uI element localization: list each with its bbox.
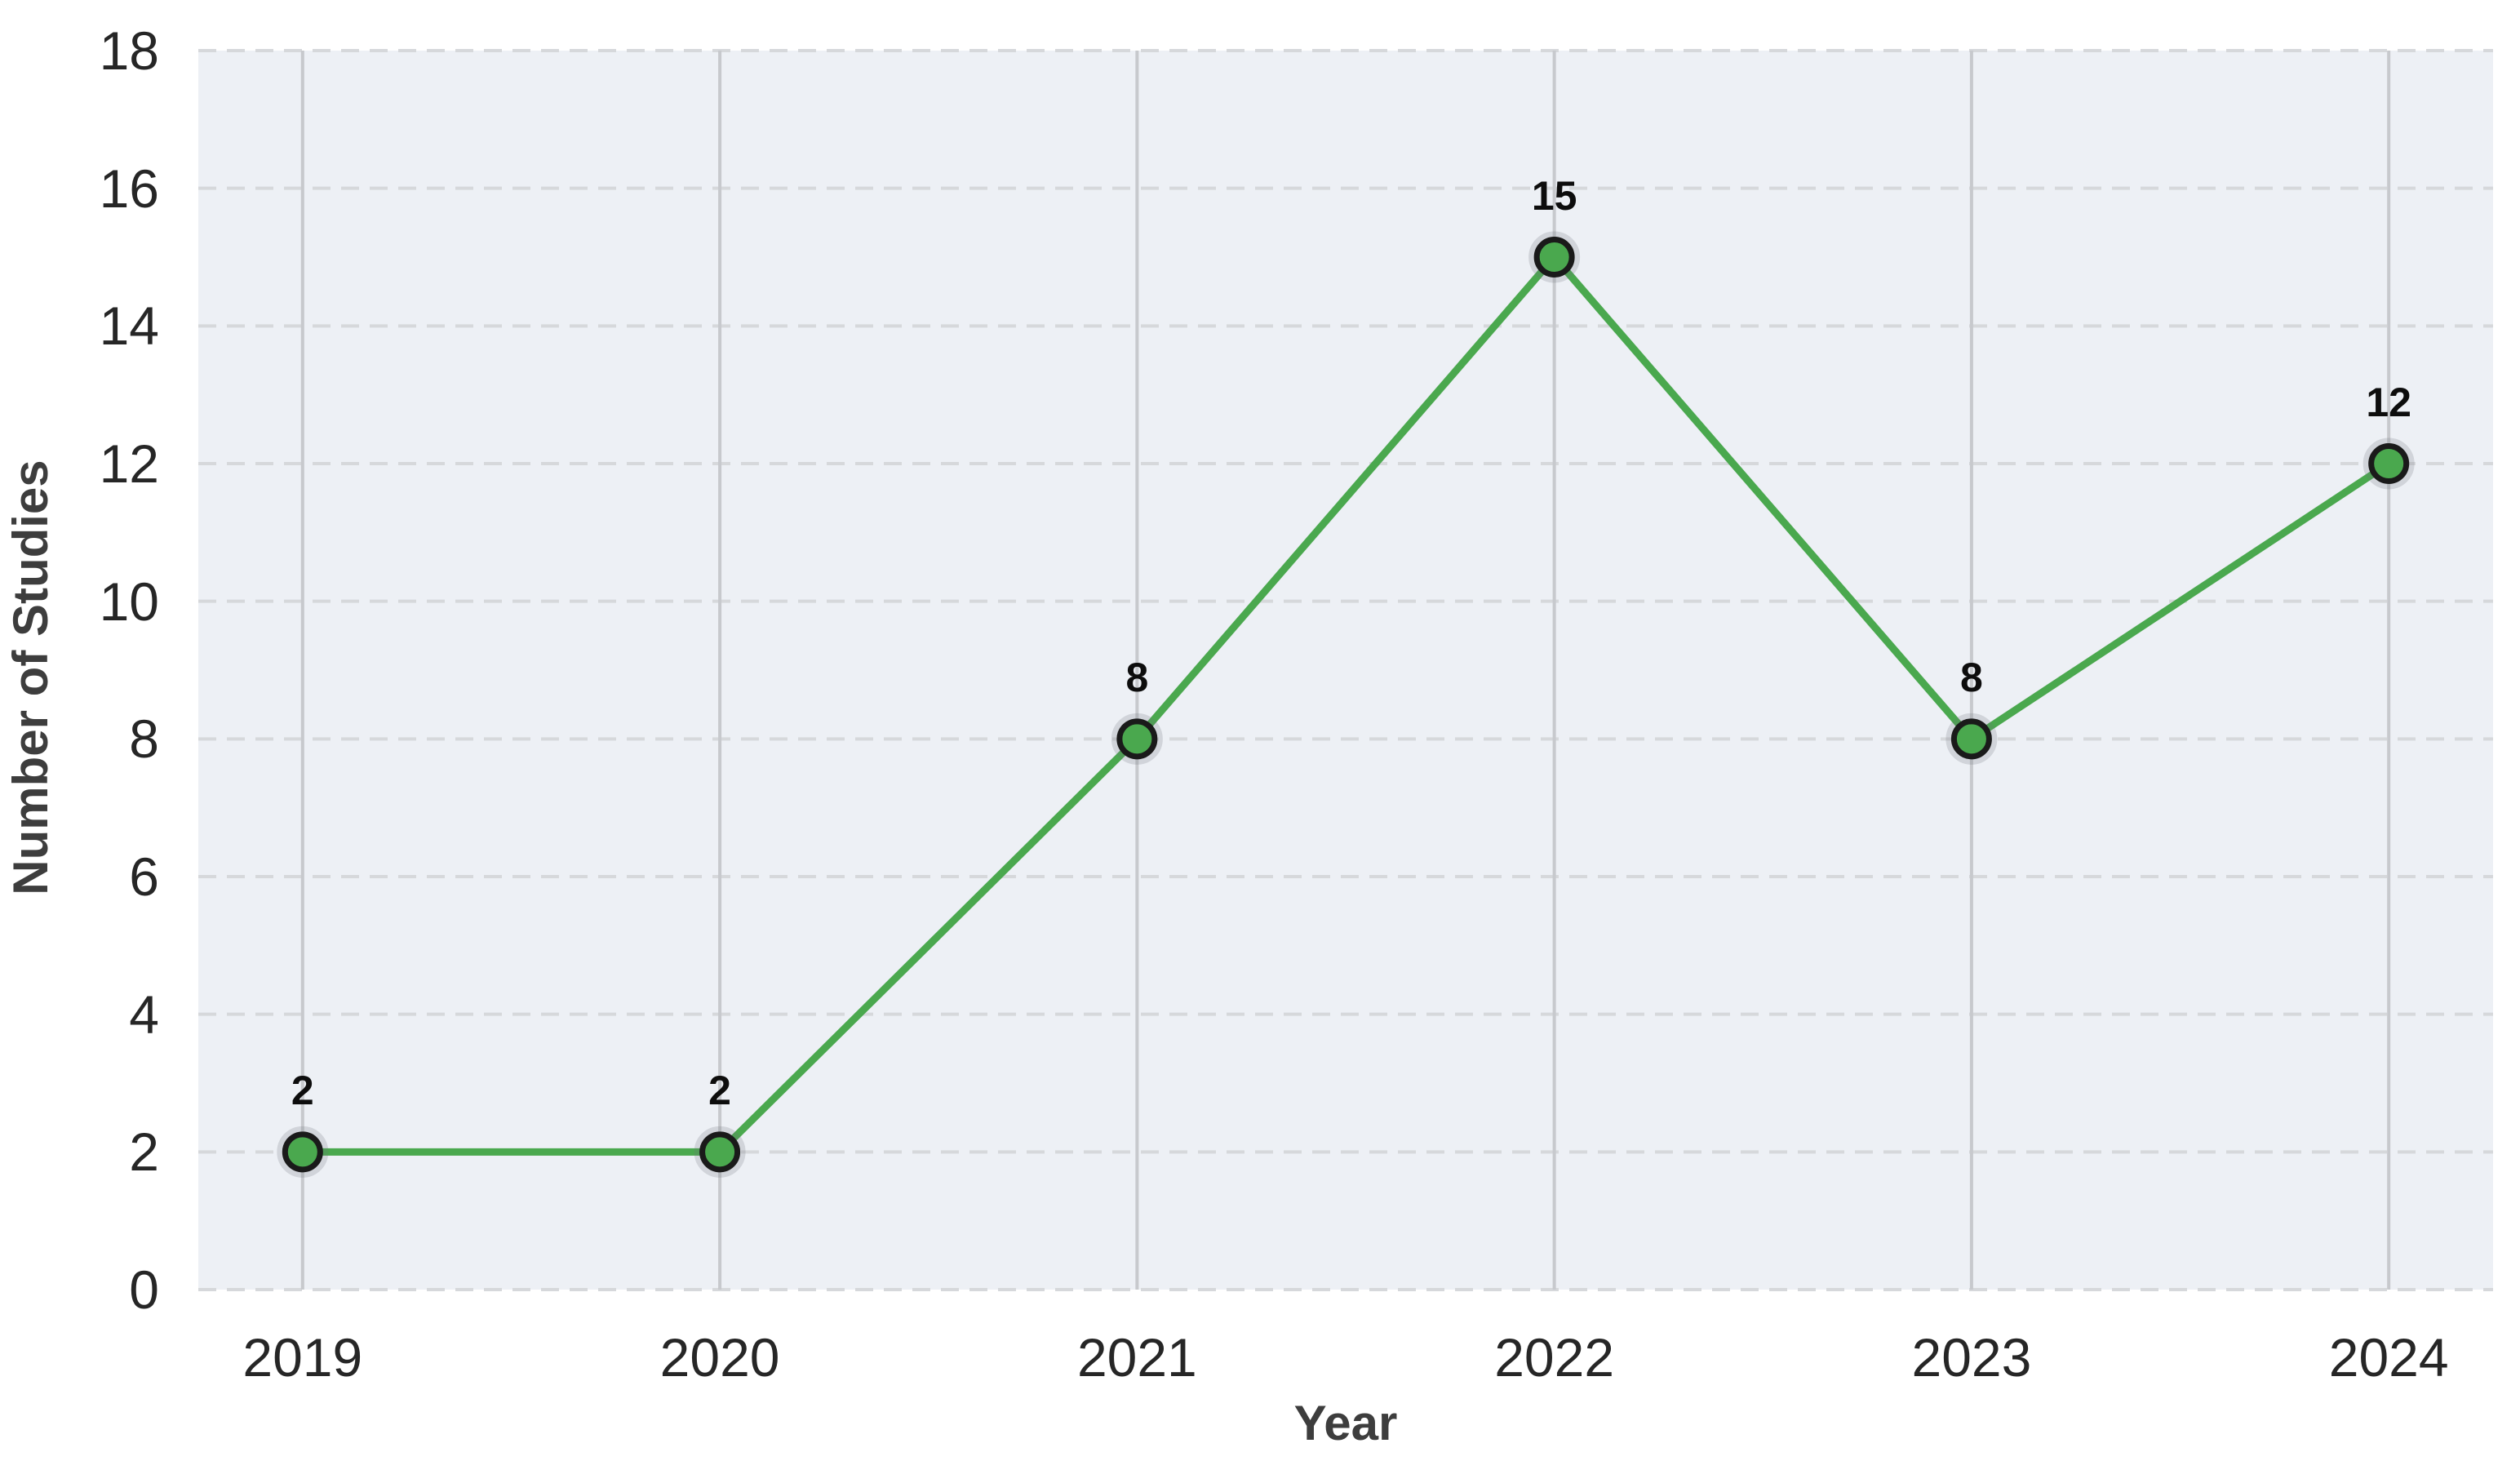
marker-halo <box>694 1126 746 1178</box>
y-tick-label: 14 <box>99 295 159 357</box>
series-line <box>299 253 2393 1156</box>
y-tick-label: 16 <box>99 158 159 219</box>
data-point-marker[interactable] <box>2368 443 2410 484</box>
data-point-marker[interactable] <box>282 1131 323 1173</box>
x-tick-label: 2022 <box>1494 1327 1615 1388</box>
y-tick-label: 18 <box>99 20 159 81</box>
y-tick-label: 4 <box>129 984 159 1045</box>
y-tick-label: 2 <box>129 1121 159 1183</box>
data-label: 2 <box>708 1068 731 1114</box>
data-point-marker[interactable] <box>699 1131 741 1173</box>
x-tick-label: 2024 <box>2328 1327 2449 1388</box>
data-point-marker[interactable] <box>1950 718 1992 760</box>
data-label: 2 <box>291 1068 314 1114</box>
marker-halo <box>1528 231 1581 283</box>
x-tick-label: 2023 <box>1911 1327 2032 1388</box>
y-tick-label: 12 <box>99 433 159 494</box>
x-tick-label: 2020 <box>659 1327 780 1388</box>
data-label: 8 <box>1125 655 1149 701</box>
marker-halo <box>277 1126 329 1178</box>
data-label: 15 <box>1531 173 1577 219</box>
y-tick-label: 8 <box>129 708 159 770</box>
x-tick-label: 2021 <box>1076 1327 1197 1388</box>
line-chart-svg <box>198 49 2493 1291</box>
plot-area <box>198 49 2493 1291</box>
y-tick-label: 10 <box>99 571 159 632</box>
data-point-marker[interactable] <box>1116 718 1158 760</box>
y-tick-label: 0 <box>129 1259 159 1320</box>
marker-halo <box>1111 713 1163 765</box>
x-tick-label: 2019 <box>242 1327 363 1388</box>
x-axis-title: Year <box>1293 1396 1398 1450</box>
marker-halo <box>1945 713 1998 765</box>
data-label: 8 <box>1960 655 1983 701</box>
data-point-marker[interactable] <box>1533 237 1575 278</box>
data-label: 12 <box>2366 380 2411 425</box>
y-tick-label: 6 <box>129 846 159 907</box>
marker-halo <box>2362 437 2415 490</box>
